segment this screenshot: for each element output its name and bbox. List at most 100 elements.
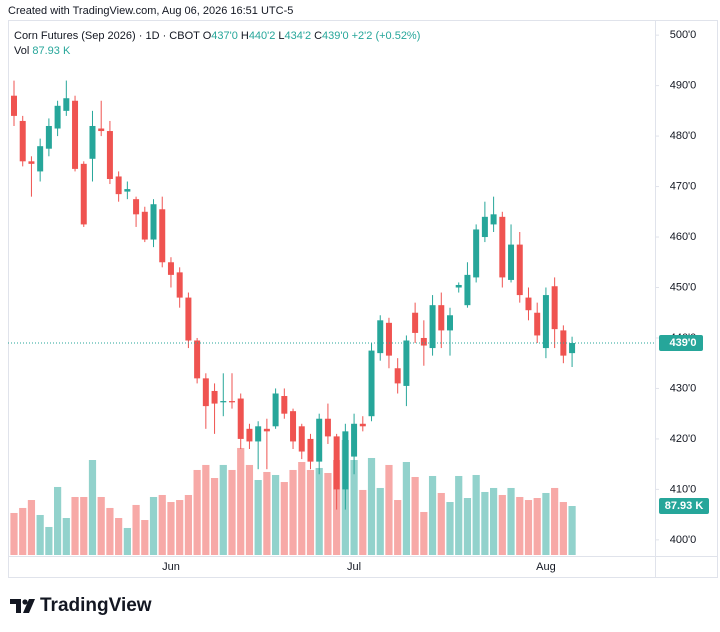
volume-bar	[568, 506, 576, 555]
ohlc-key: H	[240, 30, 249, 42]
candle-body	[298, 426, 305, 452]
candle-body	[368, 350, 375, 417]
candle-body	[159, 209, 166, 263]
volume-bar	[350, 460, 358, 555]
volume-value: 87.93 K	[32, 45, 71, 57]
candle-body	[272, 393, 279, 427]
volume-bar	[88, 460, 97, 555]
brand: TradingView	[40, 595, 152, 616]
y-tick-label: 450'0	[670, 281, 697, 293]
volume-bar	[559, 502, 567, 555]
ohlc: O437'0 H440'2 L434'2 C439'0	[203, 30, 352, 42]
frame	[8, 20, 718, 578]
candle-body	[133, 199, 140, 215]
volume-bar	[106, 507, 114, 555]
candle-body	[569, 343, 576, 354]
volume-bar	[272, 474, 280, 555]
candle-body	[246, 428, 253, 442]
volume-legend: Vol 87.93 K	[14, 45, 73, 57]
volume-bar	[245, 464, 254, 555]
candle-body	[263, 428, 270, 432]
volume-bar	[97, 496, 105, 555]
candle-body	[420, 337, 427, 346]
x-tick-label: Jul	[347, 561, 361, 573]
ohlc-value: 440'2	[248, 30, 276, 42]
volume-bar	[498, 494, 506, 555]
candle-body	[324, 418, 331, 437]
y-tick-label: 500'0	[670, 29, 697, 41]
candle-body	[464, 274, 471, 306]
volume-bar	[149, 496, 158, 555]
volume-bar	[254, 480, 262, 555]
candle-body	[229, 401, 235, 403]
candle-body	[429, 305, 436, 349]
candle-body	[124, 189, 131, 192]
candle-body	[307, 438, 314, 462]
last-price-label: 439'0	[669, 337, 696, 349]
volume-bar	[71, 496, 79, 555]
logo-icon	[10, 599, 35, 613]
candle-body	[534, 312, 541, 336]
candle-body	[351, 423, 358, 457]
volume-bars	[10, 440, 576, 555]
volume-bar	[376, 487, 384, 555]
volume-bar	[481, 491, 489, 555]
candle-body	[63, 98, 70, 111]
y-tick-label: 410'0	[670, 483, 697, 495]
volume-bar	[10, 512, 18, 555]
candle-body	[202, 378, 209, 407]
volume-bar	[123, 527, 131, 555]
volume-bar	[516, 496, 524, 555]
candles	[11, 80, 576, 510]
candle-body	[516, 244, 523, 296]
volume-bar	[36, 514, 44, 555]
candle-body	[455, 284, 462, 288]
volume-bar	[210, 477, 219, 555]
volume-bar	[411, 476, 419, 555]
candle-body	[290, 411, 297, 442]
volume-label: 87.93 K	[665, 500, 704, 512]
candle-body	[19, 120, 26, 162]
volume-bar	[551, 487, 559, 555]
candle-body	[141, 211, 148, 240]
y-tick-label: 460'0	[670, 231, 697, 243]
volume-bar	[385, 464, 393, 555]
y-tick-label: 480'0	[670, 130, 697, 142]
y-tick-label: 470'0	[670, 180, 697, 192]
y-tick-label: 400'0	[670, 534, 697, 546]
candle-body	[98, 128, 105, 132]
candle-body	[542, 295, 549, 349]
candle-body	[403, 340, 410, 386]
volume-bar	[158, 494, 166, 555]
candle-body	[508, 244, 515, 280]
candle-body	[438, 305, 445, 331]
volume-bar	[219, 464, 227, 555]
candle-body	[499, 216, 506, 278]
candle-body	[316, 418, 323, 462]
candle-body	[80, 163, 87, 225]
volume-bar	[115, 518, 123, 555]
candle-body	[28, 161, 35, 164]
change: +2'2 (+0.52%)	[351, 30, 421, 42]
volume-bar	[315, 467, 323, 555]
volume-bar	[306, 469, 315, 555]
candle-body	[473, 229, 480, 278]
volume-name: Vol	[14, 45, 30, 57]
ohlc-key: L	[278, 30, 285, 42]
candle-body	[89, 125, 96, 159]
symbol: Corn Futures (Sep 2026) · 1D · CBOT	[14, 30, 200, 42]
volume-bar	[54, 486, 62, 555]
volume-bar	[263, 471, 271, 555]
volume-bar	[455, 475, 463, 555]
volume-bar	[193, 469, 201, 555]
volume-bar	[27, 500, 36, 555]
last-price-box	[659, 335, 703, 352]
candle-body	[54, 105, 61, 129]
y-tick-label: 430'0	[670, 382, 697, 394]
candle-body	[481, 216, 488, 238]
source-note: Created with TradingView.com, Aug 06, 20…	[8, 5, 294, 17]
candle-body	[333, 436, 340, 490]
volume-bar	[463, 498, 472, 555]
candle-body	[185, 297, 192, 341]
